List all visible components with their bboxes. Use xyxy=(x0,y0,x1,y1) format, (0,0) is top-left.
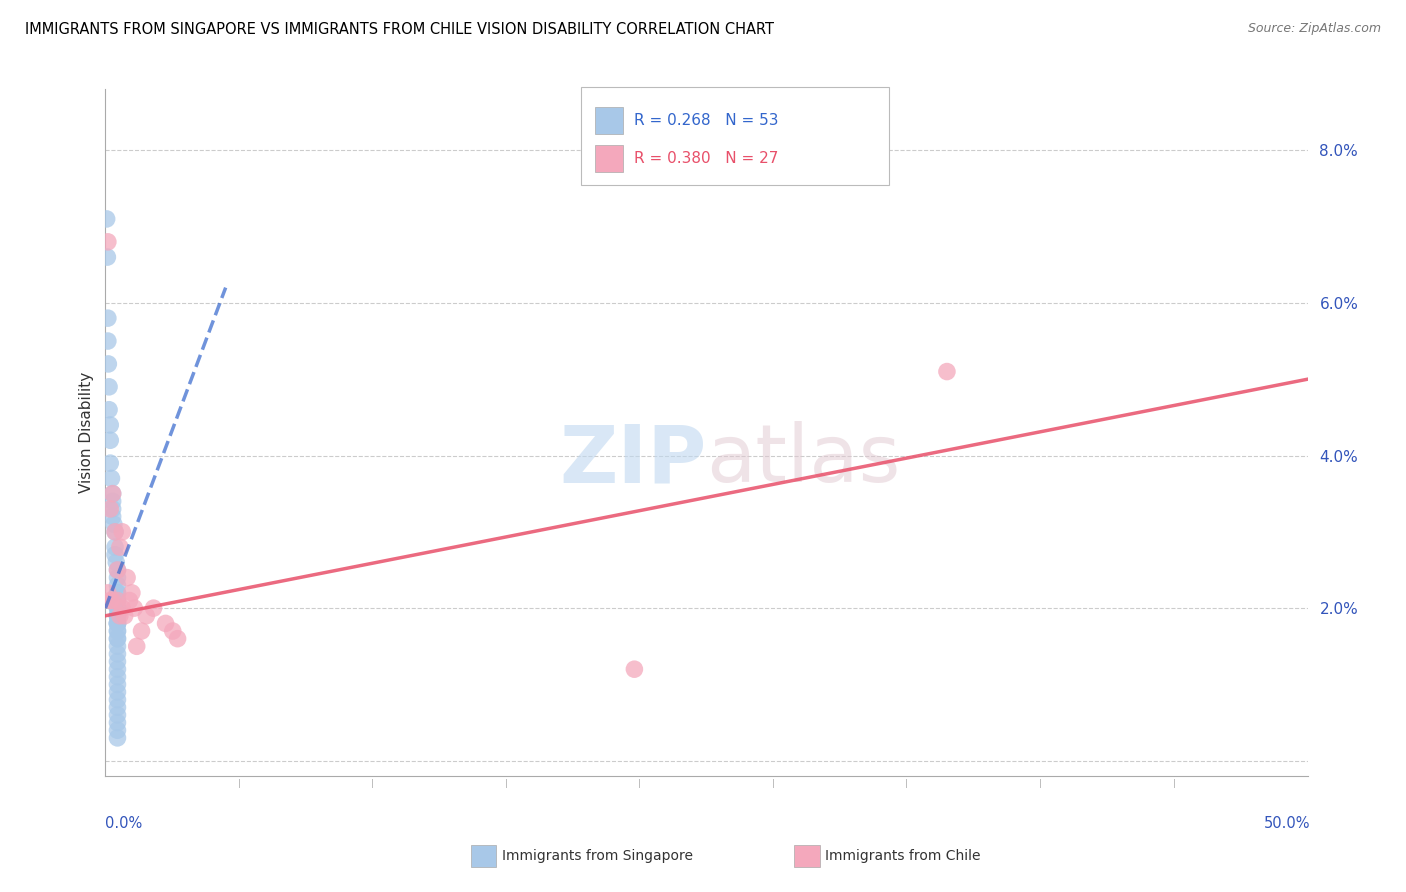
Point xyxy=(97,586,120,600)
Point xyxy=(100,471,122,485)
Point xyxy=(107,632,129,646)
Point xyxy=(98,593,121,607)
Text: |: | xyxy=(1173,779,1175,788)
Point xyxy=(107,731,129,745)
Point xyxy=(107,571,129,585)
Point xyxy=(97,235,120,249)
Point xyxy=(121,586,143,600)
Point xyxy=(107,616,129,631)
Point xyxy=(936,365,959,379)
Text: |: | xyxy=(238,779,240,788)
Point xyxy=(111,601,134,615)
Point xyxy=(107,700,129,714)
Point xyxy=(98,402,121,417)
Point xyxy=(107,586,129,600)
Point xyxy=(155,616,177,631)
Point xyxy=(107,563,129,577)
Point xyxy=(107,616,129,631)
Point xyxy=(107,647,129,661)
Point xyxy=(104,524,127,539)
Y-axis label: Vision Disability: Vision Disability xyxy=(79,372,94,493)
Point xyxy=(101,502,124,516)
Point xyxy=(107,563,129,577)
Point xyxy=(96,250,118,264)
Point xyxy=(104,540,127,554)
Point xyxy=(98,380,121,394)
Point xyxy=(103,517,125,532)
Point xyxy=(114,608,136,623)
Point xyxy=(118,593,141,607)
Point xyxy=(623,662,645,676)
Text: |: | xyxy=(505,779,508,788)
Text: IMMIGRANTS FROM SINGAPORE VS IMMIGRANTS FROM CHILE VISION DISABILITY CORRELATION: IMMIGRANTS FROM SINGAPORE VS IMMIGRANTS … xyxy=(25,22,775,37)
Point xyxy=(96,211,118,226)
Point xyxy=(107,723,129,738)
Point xyxy=(107,616,129,631)
Text: |: | xyxy=(1039,779,1042,788)
Point xyxy=(101,494,124,508)
Point xyxy=(111,524,134,539)
Point xyxy=(97,334,120,348)
Text: 0.0%: 0.0% xyxy=(105,816,142,830)
Point xyxy=(107,624,129,638)
Point xyxy=(107,685,129,699)
Point xyxy=(107,593,129,607)
Text: Source: ZipAtlas.com: Source: ZipAtlas.com xyxy=(1247,22,1381,36)
Text: R = 0.268   N = 53: R = 0.268 N = 53 xyxy=(634,113,779,128)
Point xyxy=(98,434,121,448)
Point xyxy=(107,578,129,592)
Text: ZIP: ZIP xyxy=(560,421,707,500)
Point xyxy=(107,608,129,623)
Point xyxy=(107,608,129,623)
Point xyxy=(98,417,121,432)
Text: R = 0.380   N = 27: R = 0.380 N = 27 xyxy=(634,152,779,166)
Point xyxy=(101,486,124,500)
Point xyxy=(107,601,129,615)
Point xyxy=(108,608,131,623)
Point xyxy=(142,601,165,615)
Point xyxy=(107,708,129,723)
Text: |: | xyxy=(371,779,374,788)
Point xyxy=(107,715,129,730)
Point xyxy=(97,311,120,326)
Point xyxy=(107,662,129,676)
Point xyxy=(107,608,129,623)
Text: Immigrants from Singapore: Immigrants from Singapore xyxy=(502,849,693,863)
Point xyxy=(166,632,188,646)
Point xyxy=(107,593,129,607)
Text: |: | xyxy=(905,779,908,788)
Point xyxy=(107,692,129,706)
Point xyxy=(97,357,120,371)
Point xyxy=(107,632,129,646)
Point xyxy=(124,601,146,615)
Point xyxy=(107,601,129,615)
Text: |: | xyxy=(638,779,641,788)
Text: |: | xyxy=(772,779,775,788)
Point xyxy=(107,624,129,638)
Point xyxy=(98,456,121,470)
Point xyxy=(108,540,131,554)
Text: 50.0%: 50.0% xyxy=(1264,816,1310,830)
Point xyxy=(107,677,129,691)
Point xyxy=(101,486,124,500)
Point xyxy=(107,655,129,669)
Point xyxy=(105,555,128,569)
Point xyxy=(104,524,127,539)
Point xyxy=(115,571,138,585)
Point xyxy=(107,616,129,631)
Text: Immigrants from Chile: Immigrants from Chile xyxy=(825,849,981,863)
Point xyxy=(107,640,129,654)
Point xyxy=(125,640,148,654)
Point xyxy=(101,509,124,524)
Point xyxy=(131,624,153,638)
Point xyxy=(107,593,129,607)
Point xyxy=(98,502,121,516)
Text: atlas: atlas xyxy=(707,421,901,500)
Point xyxy=(101,593,124,607)
Point xyxy=(135,608,157,623)
Point xyxy=(104,548,127,562)
Point xyxy=(107,586,129,600)
Point xyxy=(162,624,184,638)
Point xyxy=(107,670,129,684)
